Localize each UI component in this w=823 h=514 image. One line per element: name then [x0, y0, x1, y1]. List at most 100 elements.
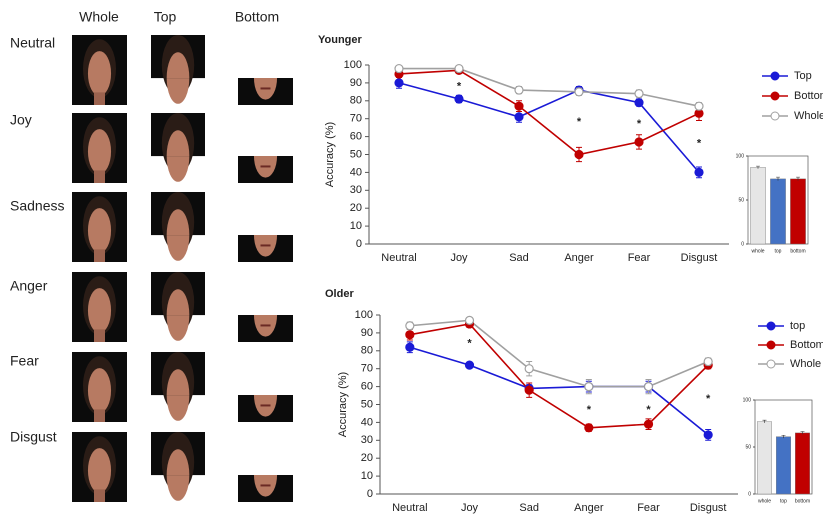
neck: [94, 409, 105, 422]
x-tick-label: bottom: [795, 498, 810, 504]
marker: [574, 87, 584, 97]
y-tick-label: 10: [350, 220, 362, 232]
y-tick-label: 100: [355, 309, 373, 321]
y-tick-label: 30: [361, 434, 373, 446]
legend-label: Whole: [794, 110, 823, 122]
series-line: [399, 67, 700, 107]
y-tick-label: 40: [361, 416, 373, 428]
marker: [454, 63, 464, 74]
mask: [238, 129, 293, 156]
bar: [776, 436, 791, 495]
y-tick-label: 100: [736, 153, 745, 159]
marker: [514, 101, 524, 111]
chart-title: Younger: [318, 34, 363, 46]
y-tick-label: 80: [361, 345, 373, 357]
y-tick-label: 100: [743, 397, 752, 403]
error-bar: [762, 419, 767, 424]
error-bar: [781, 434, 786, 439]
row-label: Joy: [10, 112, 32, 128]
marker: [514, 112, 524, 122]
y-tick-label: 0: [748, 491, 751, 497]
marker: [694, 167, 704, 177]
neck: [94, 249, 105, 262]
mouth: [260, 87, 271, 90]
legend-label: Whole: [790, 358, 821, 370]
x-tick-label: Sad: [519, 502, 539, 514]
neck: [94, 329, 105, 342]
legend-label: Top: [794, 70, 812, 82]
mouth: [260, 484, 271, 487]
y-tick-label: 20: [361, 452, 373, 464]
neck: [94, 92, 105, 105]
mask: [238, 448, 293, 475]
series-line: [398, 82, 700, 173]
x-tick-label: Neutral: [392, 502, 427, 514]
legend-marker: [766, 359, 776, 369]
bar: [757, 421, 772, 495]
marker: [394, 78, 404, 88]
face: [87, 288, 112, 333]
column-header: Whole: [79, 9, 119, 25]
series-line: [409, 323, 709, 429]
x-tick-label: Joy: [450, 252, 468, 264]
y-tick-label: 0: [367, 488, 373, 500]
marker: [454, 94, 464, 104]
column-header: Bottom: [235, 9, 279, 25]
mask: [238, 288, 293, 315]
x-tick-label: Anger: [574, 502, 604, 514]
marker: [514, 85, 524, 95]
marker: [703, 430, 713, 440]
x-tick-label: bottom: [790, 248, 805, 254]
marker: [574, 149, 584, 160]
marker: [405, 342, 415, 352]
mask: [238, 208, 293, 235]
mouth: [260, 324, 271, 327]
row-label: Anger: [10, 278, 48, 294]
y-tick-label: 70: [350, 113, 362, 125]
bar: [790, 178, 806, 245]
x-tick-label: Joy: [461, 502, 479, 514]
x-tick-label: top: [780, 498, 787, 504]
marker: [464, 360, 475, 370]
legend-marker: [770, 71, 780, 81]
legend-marker: [770, 111, 780, 121]
y-axis-label: Accuracy (%): [324, 122, 336, 187]
x-tick-label: Disgust: [690, 502, 727, 514]
y-tick-label: 90: [361, 327, 373, 339]
marker: [524, 385, 534, 395]
error-bar: [796, 176, 800, 181]
x-tick-label: top: [775, 248, 782, 254]
x-tick-label: Disgust: [681, 252, 718, 264]
face: [87, 208, 112, 253]
legend-marker: [770, 91, 780, 101]
x-tick-label: Sad: [509, 252, 529, 264]
y-tick-label: 60: [361, 381, 373, 393]
series-line: [398, 69, 700, 156]
y-tick-label: 80: [350, 95, 362, 107]
annotation: *: [587, 404, 592, 416]
error-bar: [756, 165, 760, 169]
mouth: [260, 244, 271, 247]
y-tick-label: 50: [745, 444, 751, 450]
error-bar: [800, 431, 805, 435]
mouth: [260, 404, 271, 407]
y-tick-label: 50: [361, 398, 373, 410]
x-tick-label: whole: [758, 498, 771, 504]
y-tick-label: 40: [350, 166, 362, 178]
marker: [405, 330, 415, 340]
neck: [94, 489, 105, 502]
bar: [770, 178, 786, 245]
legend-label: top: [790, 320, 805, 332]
x-tick-label: Neutral: [381, 252, 416, 264]
y-tick-label: 30: [350, 184, 362, 196]
mask: [238, 51, 293, 78]
marker: [643, 419, 654, 429]
series-line: [409, 319, 709, 388]
y-tick-label: 100: [344, 59, 362, 71]
y-tick-label: 70: [361, 363, 373, 375]
x-tick-label: Anger: [564, 252, 594, 264]
annotation: *: [467, 338, 472, 350]
annotation: *: [577, 116, 582, 128]
marker: [394, 63, 404, 74]
